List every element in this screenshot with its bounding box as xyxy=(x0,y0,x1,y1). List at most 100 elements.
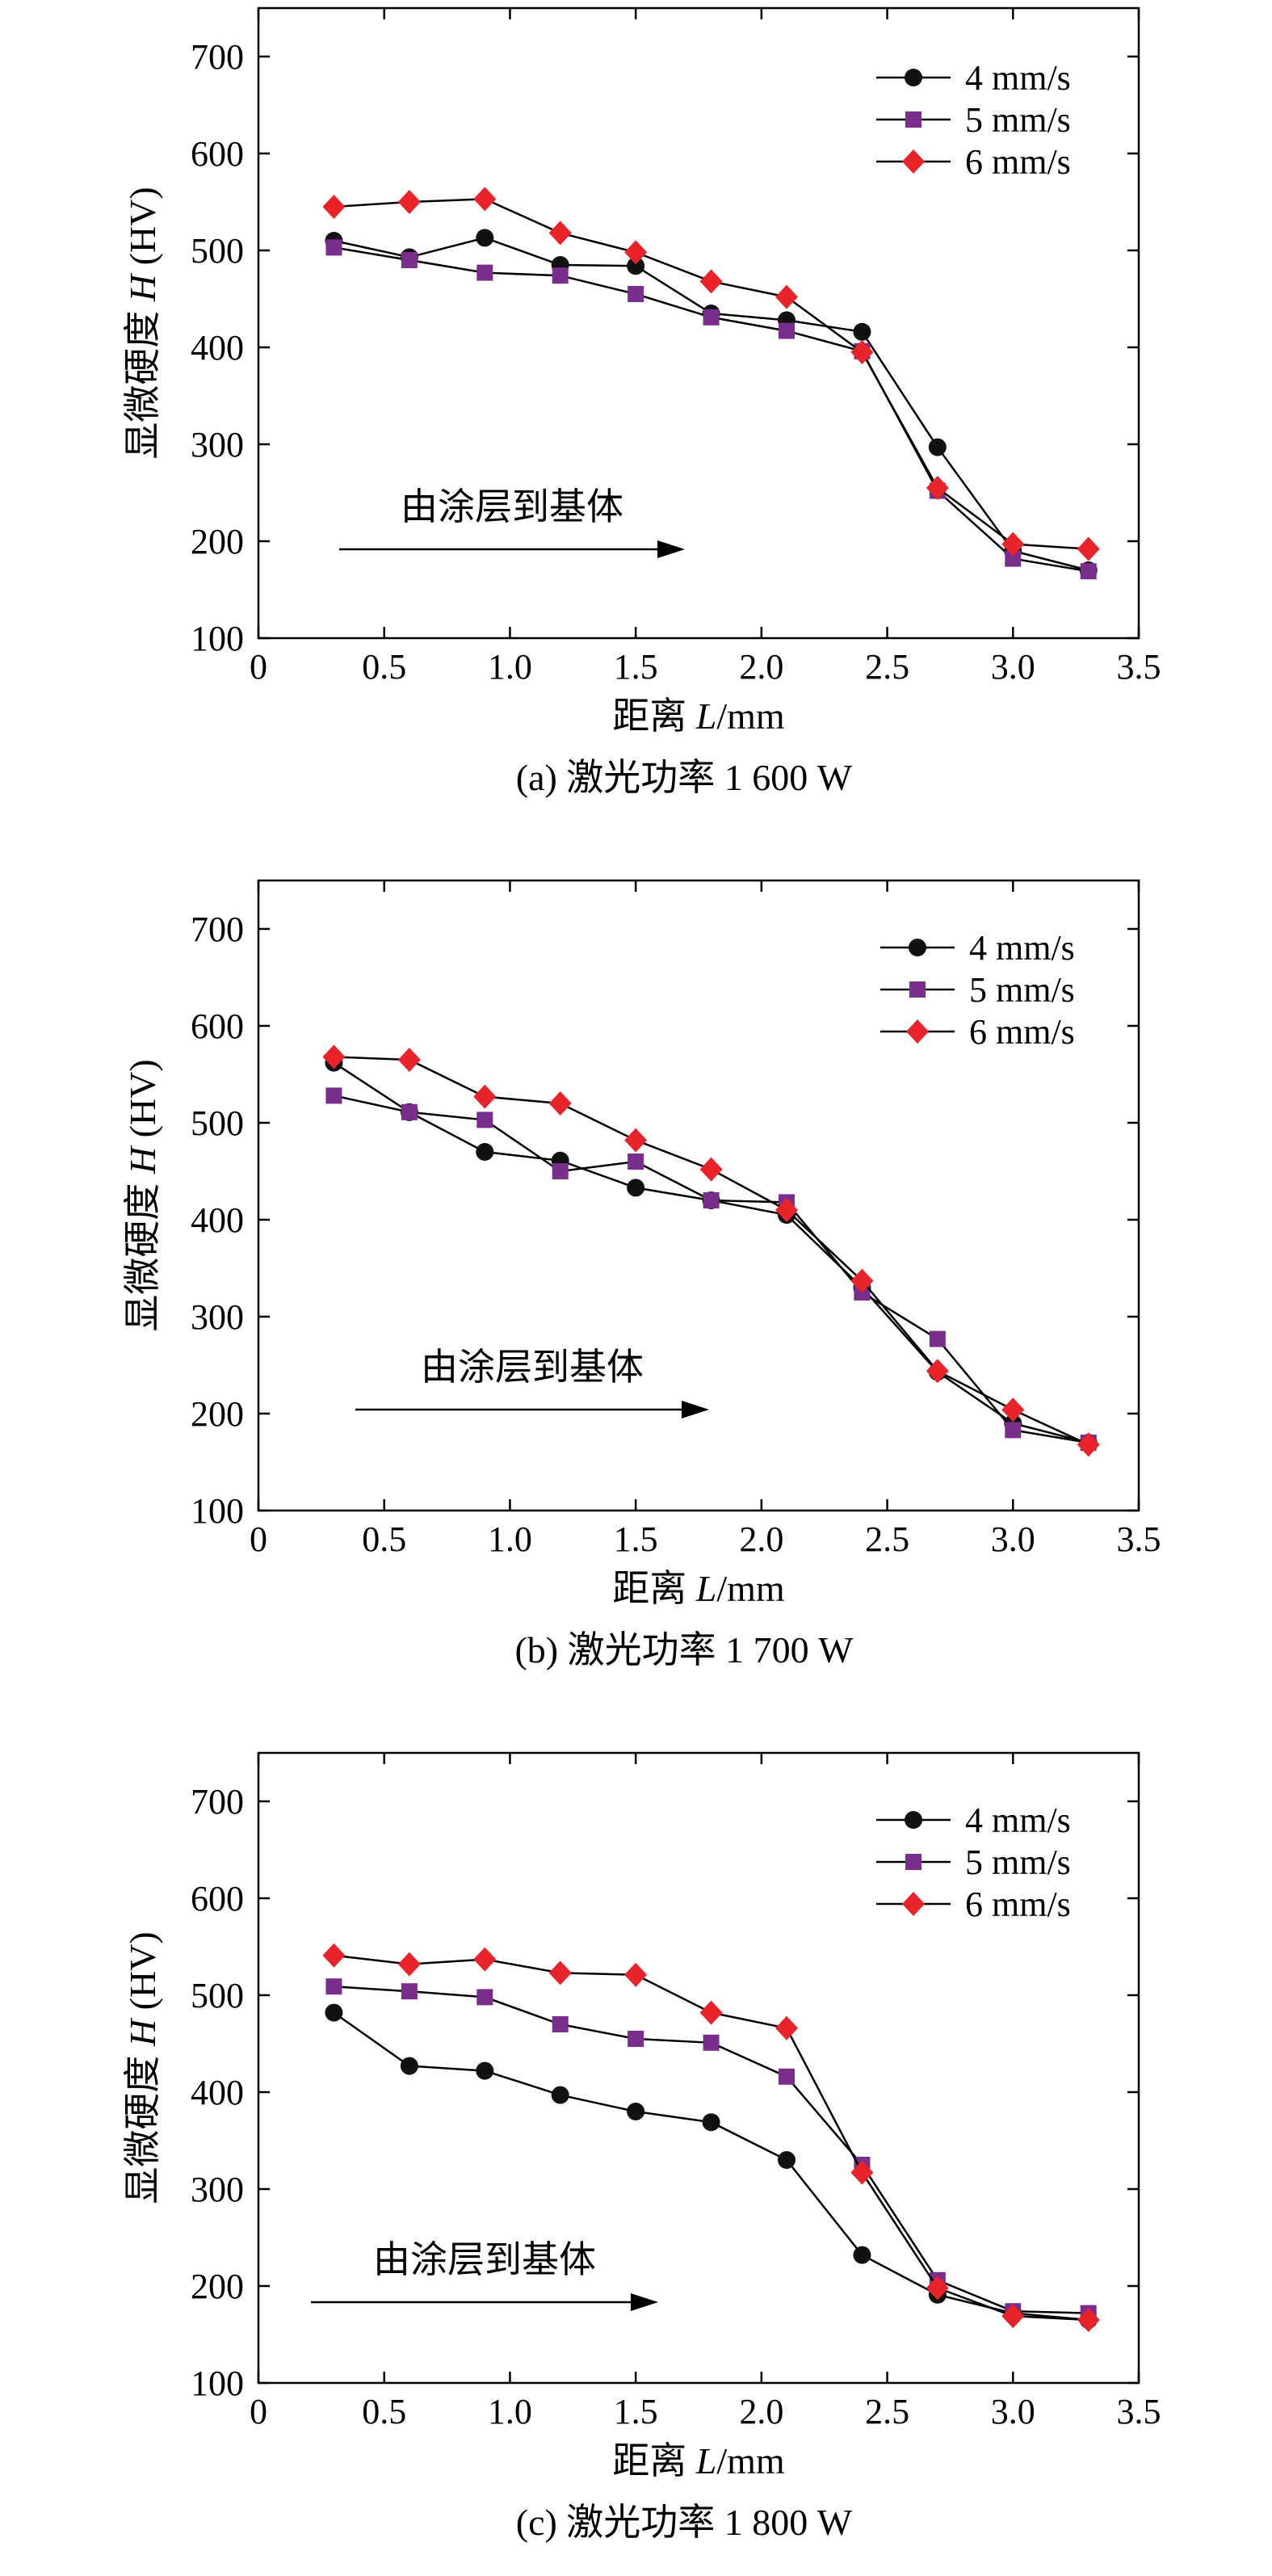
x-axis-label-variable: L xyxy=(695,1568,717,1609)
annotation-arrow-head xyxy=(631,2293,658,2311)
data-point xyxy=(778,2151,796,2169)
y-axis-label-unit: (HV) xyxy=(122,187,163,275)
data-point xyxy=(1001,1397,1025,1422)
data-point xyxy=(548,221,572,246)
data-point xyxy=(552,267,569,284)
x-axis-label-unit: /mm xyxy=(716,1568,785,1609)
data-point xyxy=(1077,536,1100,561)
y-axis-label: 显微硬度 H (HV) xyxy=(122,1059,163,1331)
y-tick-label: 300 xyxy=(191,2170,244,2209)
y-tick-label: 600 xyxy=(191,1879,244,1918)
data-point xyxy=(1077,2308,1100,2332)
x-tick-label: 0.5 xyxy=(362,647,406,687)
annotation-text: 由涂层到基体 xyxy=(421,1347,644,1388)
legend-marker xyxy=(909,981,926,998)
y-axis-label-variable: H xyxy=(122,2017,163,2047)
x-axis-label-unit: /mm xyxy=(716,695,785,737)
x-tick-label: 1.0 xyxy=(488,1519,532,1559)
x-tick-label: 3.0 xyxy=(991,647,1035,687)
data-point xyxy=(850,2160,874,2185)
y-tick-label: 100 xyxy=(191,619,244,658)
x-axis-label: 距离 L/mm xyxy=(612,2440,785,2481)
data-point xyxy=(476,1143,494,1161)
y-tick-label: 400 xyxy=(191,328,244,368)
data-point xyxy=(551,2086,569,2104)
data-point xyxy=(853,2246,871,2264)
data-point xyxy=(397,1952,421,1977)
legend-marker xyxy=(905,1811,922,1829)
x-tick-label: 3.0 xyxy=(991,1519,1035,1559)
legend-marker xyxy=(902,1892,925,1916)
data-point xyxy=(624,240,648,265)
data-point xyxy=(473,1084,497,1109)
data-point xyxy=(552,1163,569,1179)
x-tick-label: 3.5 xyxy=(1117,2392,1161,2431)
data-point xyxy=(624,1962,648,1987)
data-point xyxy=(929,1330,946,1347)
y-tick-label: 700 xyxy=(191,37,244,77)
x-axis-label-prefix: 距离 xyxy=(612,2440,696,2481)
y-tick-label: 400 xyxy=(191,2073,244,2112)
y-axis-label-variable: H xyxy=(122,272,163,302)
chart-panel-a: 0 0.5 1.0 1.5 2.0 2.5 3.0 3.5 100 200 300 400 500 600… xyxy=(122,6,1161,798)
plot-frame xyxy=(257,1751,1140,2385)
data-point xyxy=(926,1359,949,1384)
x-tick-label: 3.0 xyxy=(991,2392,1035,2431)
x-tick-label: 0 xyxy=(250,2392,267,2431)
x-tick-label: 2.5 xyxy=(865,2392,909,2431)
y-axis-label-prefix: 显微硬度 xyxy=(122,301,163,460)
legend-marker xyxy=(902,149,925,174)
data-point xyxy=(627,1179,645,1197)
x-tick-label: 2.5 xyxy=(865,1519,909,1559)
x-tick-label: 1.5 xyxy=(614,647,658,687)
legend-marker xyxy=(905,111,921,128)
y-axis-label-prefix: 显微硬度 xyxy=(122,1174,163,1332)
x-tick-label: 1.5 xyxy=(614,2392,658,2431)
series-5-mm-s xyxy=(325,1978,1097,2322)
y-tick-label: 300 xyxy=(191,425,244,464)
legend-label: 6 mm/s xyxy=(965,142,1071,182)
x-tick-label: 0.5 xyxy=(362,1519,406,1559)
data-point xyxy=(1077,1432,1100,1457)
x-tick-label: 3.5 xyxy=(1117,647,1161,687)
data-point xyxy=(548,1091,572,1116)
chart-panel-c: 0 0.5 1.0 1.5 2.0 2.5 3.0 3.5 100 200 300 400 500 600… xyxy=(122,1751,1161,2543)
data-point xyxy=(775,2015,798,2040)
x-tick-label: 2.5 xyxy=(865,647,909,687)
data-point xyxy=(703,1192,720,1208)
chart-panel-b: 0 0.5 1.0 1.5 2.0 2.5 3.0 3.5 100 200 300 400 500 600… xyxy=(122,879,1161,1670)
y-tick-label: 200 xyxy=(191,1394,244,1434)
data-point xyxy=(699,269,723,294)
data-point xyxy=(476,1112,493,1128)
legend-label: 5 mm/s xyxy=(965,1843,1071,1882)
y-tick-label: 300 xyxy=(191,1297,244,1337)
data-point xyxy=(322,1044,346,1069)
data-point xyxy=(476,229,494,247)
x-tick-label: 0 xyxy=(250,647,267,687)
y-tick-label: 200 xyxy=(191,2267,244,2306)
y-tick-label: 200 xyxy=(191,522,244,561)
data-point xyxy=(473,1947,497,1972)
data-point xyxy=(775,284,798,309)
annotation-arrow-head xyxy=(657,540,685,558)
data-point xyxy=(627,2103,645,2120)
data-point xyxy=(779,322,795,339)
legend-marker xyxy=(905,69,922,86)
y-axis-label-prefix: 显微硬度 xyxy=(122,2046,163,2204)
data-point xyxy=(850,1268,874,1293)
data-point xyxy=(628,286,644,302)
data-point xyxy=(703,2034,720,2051)
data-point xyxy=(699,1157,723,1182)
data-point xyxy=(322,195,346,219)
data-point xyxy=(926,476,949,500)
annotation-text: 由涂层到基体 xyxy=(373,2239,596,2280)
y-tick-label: 500 xyxy=(191,231,244,271)
data-point xyxy=(624,1128,648,1153)
y-tick-label: 500 xyxy=(191,1976,244,2015)
data-point xyxy=(325,239,342,256)
data-point xyxy=(702,2113,720,2132)
data-point xyxy=(779,2068,795,2085)
data-point xyxy=(473,187,497,212)
data-point xyxy=(401,1103,418,1120)
